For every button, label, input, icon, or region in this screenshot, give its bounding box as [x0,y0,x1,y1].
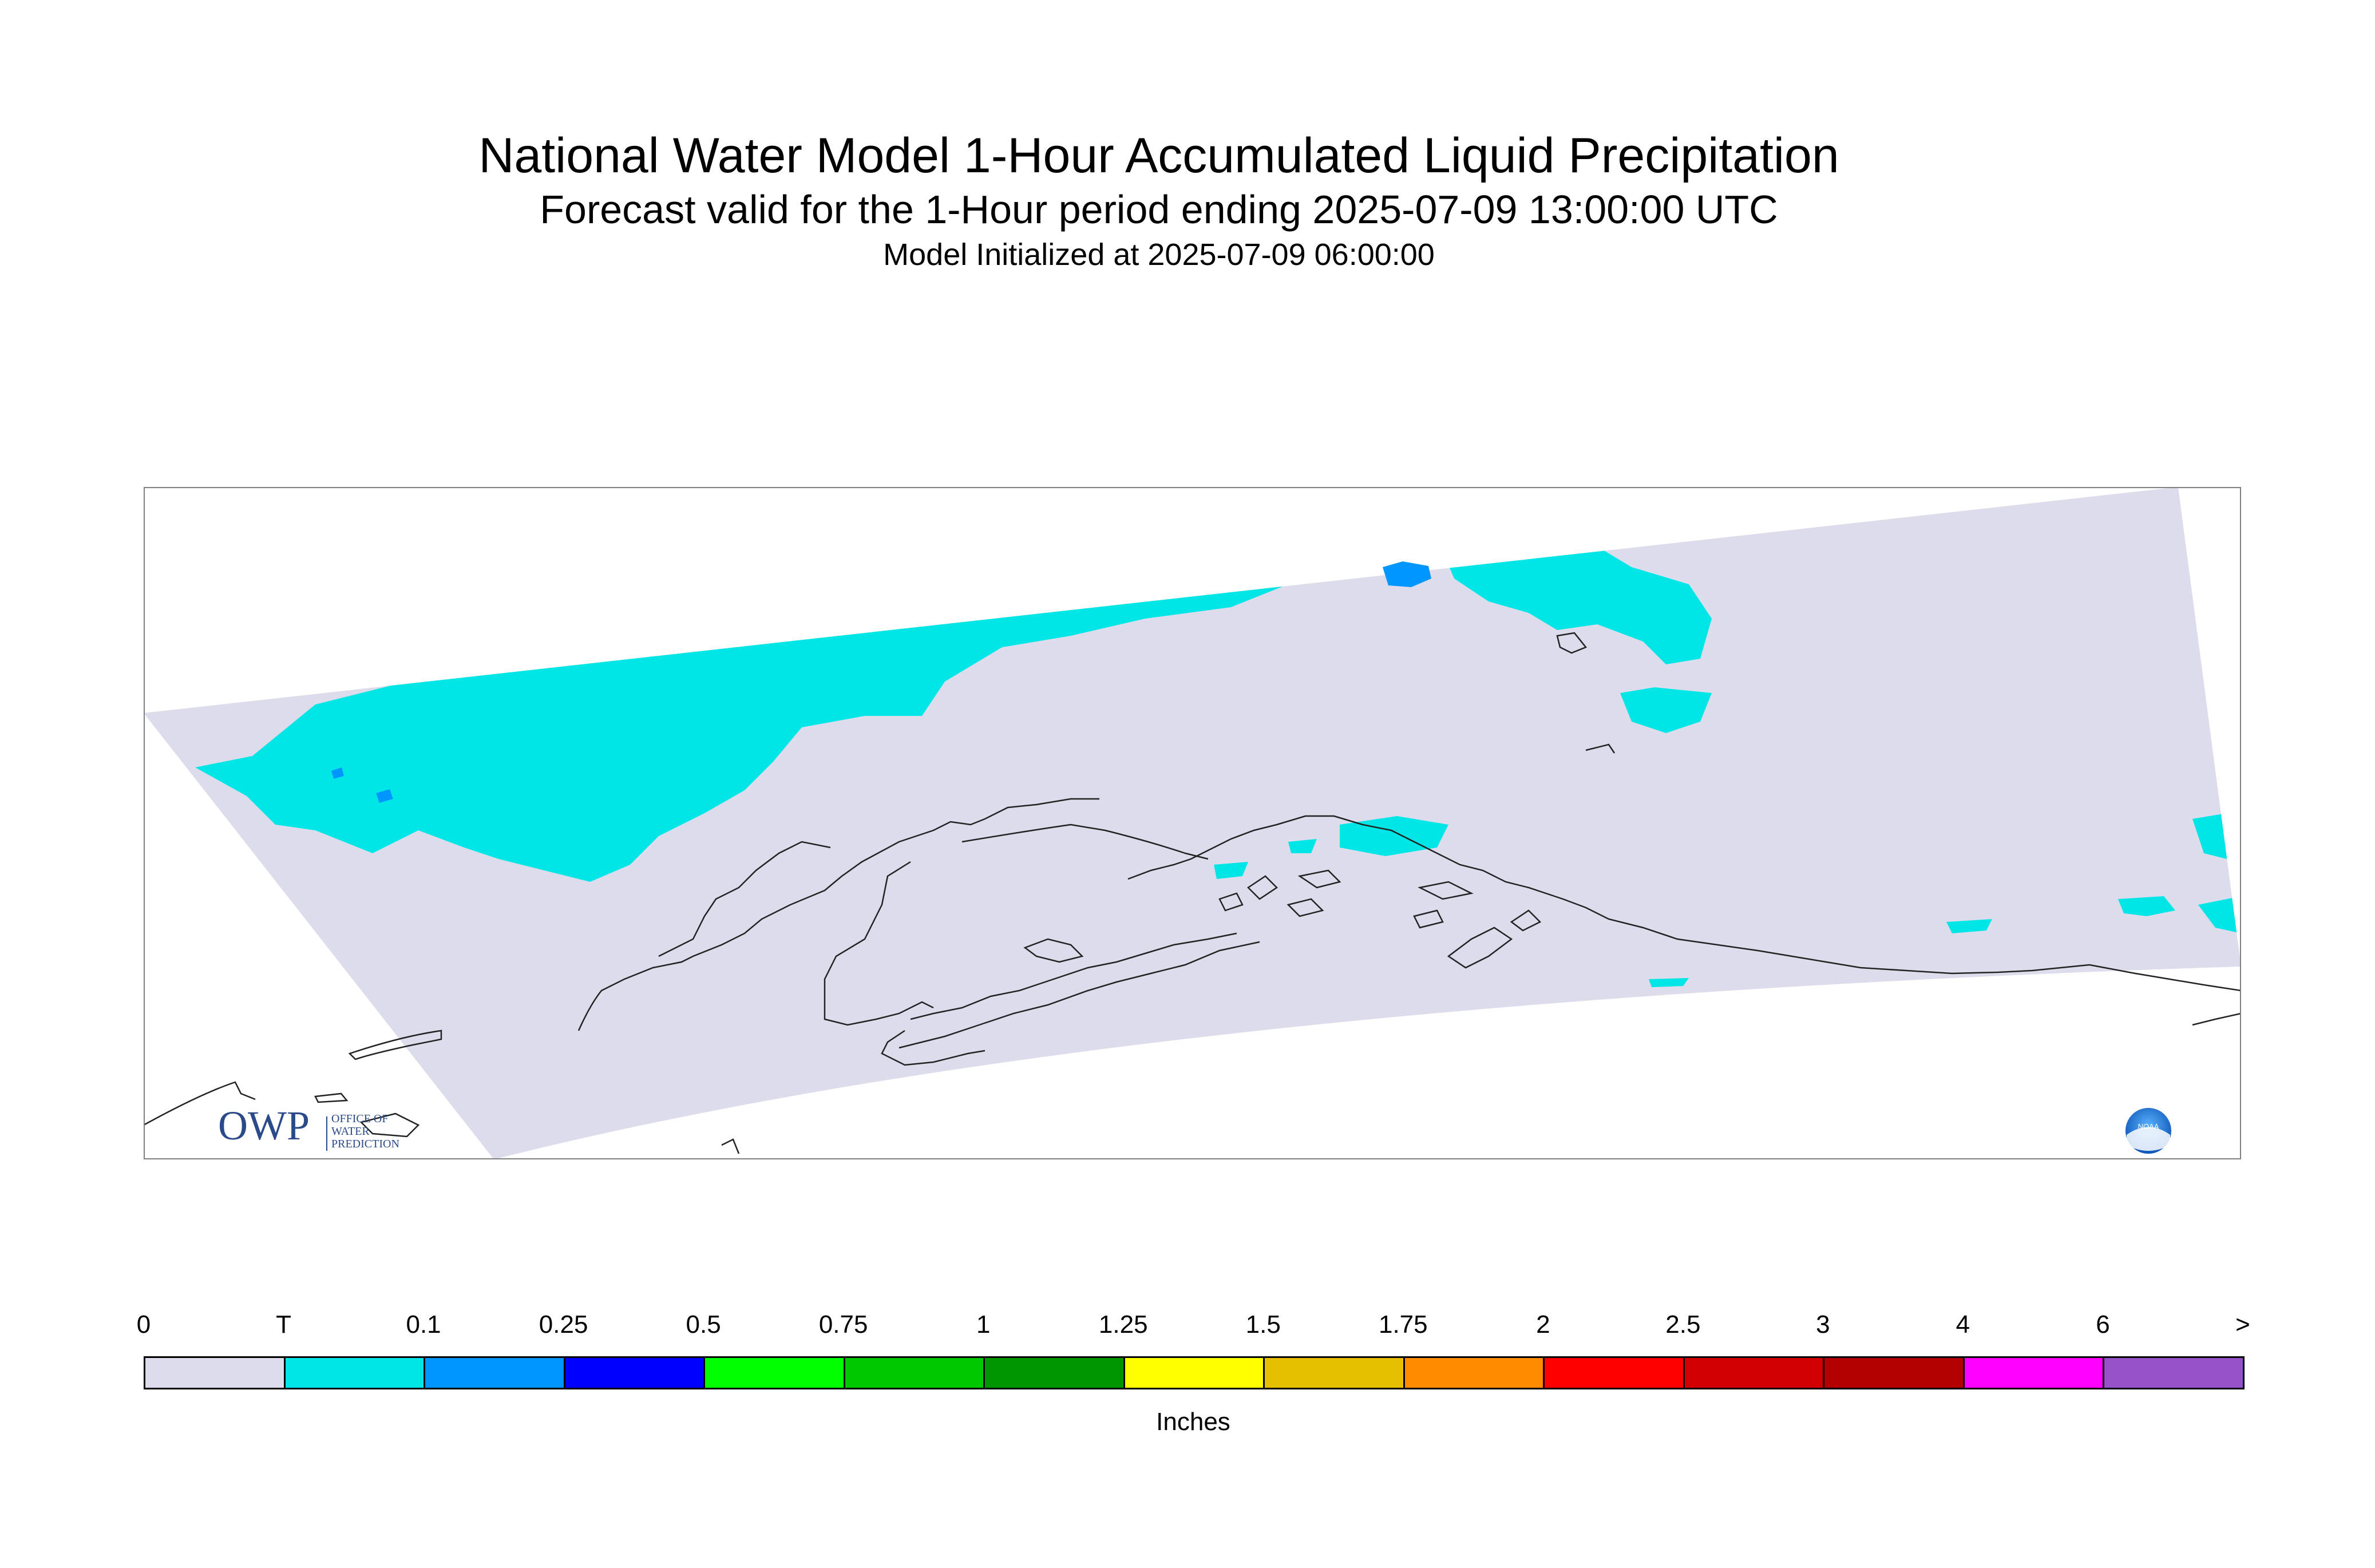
owp-logo: OWP OFFICE OF WATER PREDICTION [218,1103,399,1151]
legend-swatch [423,1356,565,1389]
coastlines [144,632,2241,1154]
legend-swatch [1543,1356,1685,1389]
legend-label: > [2235,1310,2250,1339]
legend-label: 1.25 [1098,1310,1148,1339]
legend-units: Inches [1156,1408,1230,1436]
precipitation-map: OWP OFFICE OF WATER PREDICTION NOAA [144,487,2241,1159]
legend-swatch [1683,1356,1825,1389]
legend-swatch [563,1356,706,1389]
light-precip-areas [331,561,1431,803]
title-block: National Water Model 1-Hour Accumulated … [0,0,2375,286]
legend-swatch [843,1356,985,1389]
legend-label: 0.25 [539,1310,588,1339]
legend-label: 1.5 [1245,1310,1281,1339]
legend-swatch [1403,1356,1545,1389]
legend-label: 2.5 [1665,1310,1701,1339]
map-title: National Water Model 1-Hour Accumulated … [478,128,1839,183]
svg-text:OFFICE OF: OFFICE OF [331,1112,388,1125]
svg-text:OWP: OWP [218,1103,310,1149]
legend-swatch [703,1356,845,1389]
legend-swatch [1263,1356,1405,1389]
svg-text:NOAA: NOAA [2138,1122,2159,1131]
legend-label: 0.75 [818,1310,868,1339]
legend-swatch [1962,1356,2105,1389]
svg-text:WATER: WATER [331,1125,370,1138]
legend-swatch [283,1356,426,1389]
legend-label: 1.75 [1378,1310,1428,1339]
legend-label: 0.5 [686,1310,721,1339]
legend-swatch [144,1356,286,1389]
legend-label: 2 [1536,1310,1550,1339]
legend-swatch [1823,1356,1965,1389]
legend-label: 3 [1816,1310,1830,1339]
map-frame [144,487,2241,1159]
svg-text:PREDICTION: PREDICTION [331,1138,399,1150]
forecast-valid-subtitle: Forecast valid for the 1-Hour period end… [540,187,1778,232]
legend-label: T [276,1310,291,1339]
model-initialized-subtitle: Model Initialized at 2025-07-09 06:00:00 [883,237,1435,272]
legend-label: 1 [976,1310,991,1339]
legend-label: 0 [136,1310,151,1339]
legend-swatch [1123,1356,1265,1389]
noaa-logo: NOAA [2123,1106,2174,1156]
legend-label: 4 [1956,1310,1970,1339]
legend-label: 0.1 [406,1310,441,1339]
legend-swatch [2103,1356,2245,1389]
legend-label: 6 [2096,1310,2110,1339]
legend-swatch [983,1356,1125,1389]
color-legend: Inches 0 T 0.1 0.25 0.5 0.75 1 1.25 1.5 1.75 2 2.5 3… [137,1310,2250,1448]
